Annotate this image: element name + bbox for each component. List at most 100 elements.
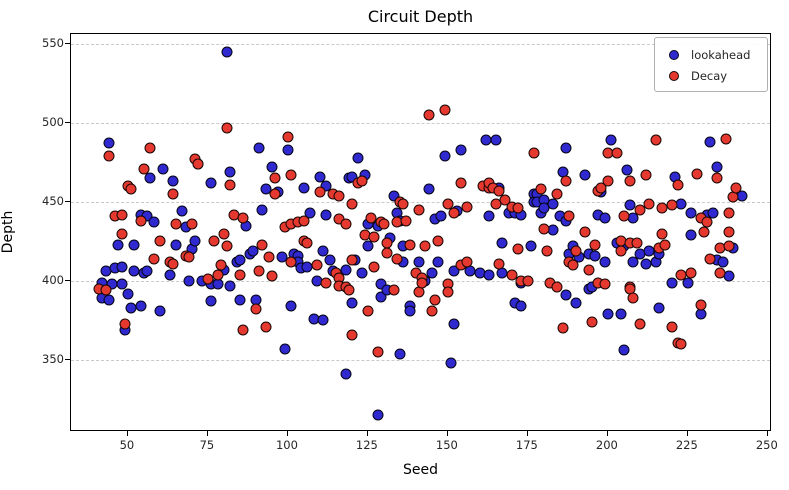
- data-point: [157, 163, 169, 175]
- data-point: [695, 299, 707, 311]
- data-point: [627, 256, 639, 268]
- data-point: [650, 134, 662, 146]
- legend-item: lookahead: [663, 44, 759, 65]
- gridline: [71, 201, 770, 203]
- data-point: [404, 305, 415, 317]
- data-point: [170, 239, 182, 251]
- data-point: [368, 231, 380, 243]
- data-point: [301, 237, 313, 249]
- data-point: [439, 150, 451, 162]
- data-point: [685, 229, 697, 241]
- data-point: [528, 147, 540, 159]
- data-point: [378, 218, 390, 230]
- y-axis-label: Depth: [0, 210, 16, 254]
- data-point: [320, 209, 332, 221]
- data-point: [167, 188, 179, 200]
- x-tick-label: 50: [119, 438, 135, 452]
- x-tick-label: 225: [675, 438, 698, 452]
- data-point: [432, 256, 444, 268]
- data-point: [148, 253, 160, 265]
- data-point: [394, 348, 406, 360]
- data-point: [125, 183, 137, 195]
- data-point: [490, 134, 502, 146]
- data-point: [624, 175, 636, 187]
- gridline: [71, 43, 770, 45]
- data-point: [631, 237, 643, 249]
- data-point: [711, 172, 723, 184]
- data-point: [250, 303, 262, 315]
- x-tick-label: 250: [755, 438, 778, 452]
- data-point: [144, 172, 156, 184]
- data-point: [346, 297, 358, 309]
- y-tick-label: 450: [42, 193, 64, 208]
- data-point: [148, 216, 160, 228]
- x-tick-label: 175: [515, 438, 538, 452]
- data-point: [256, 204, 268, 216]
- data-point: [282, 144, 294, 156]
- data-point: [237, 324, 249, 336]
- data-point: [154, 235, 166, 247]
- data-point: [432, 235, 444, 247]
- data-point: [602, 175, 614, 187]
- data-point: [119, 318, 131, 330]
- data-point: [541, 245, 553, 257]
- data-point: [320, 180, 332, 192]
- data-point: [122, 288, 134, 300]
- data-point: [442, 198, 454, 210]
- data-point: [362, 305, 374, 317]
- data-point: [260, 321, 272, 333]
- data-point: [615, 245, 627, 257]
- data-point: [314, 171, 326, 183]
- data-point: [333, 190, 345, 202]
- data-point: [448, 207, 460, 219]
- data-point: [135, 215, 147, 227]
- data-point: [144, 142, 156, 154]
- data-point: [183, 275, 195, 287]
- gridline: [71, 359, 770, 361]
- data-point: [208, 235, 220, 247]
- data-point: [538, 223, 550, 235]
- data-point: [205, 295, 217, 307]
- y-tick-mark: [65, 358, 70, 360]
- data-point: [442, 286, 454, 298]
- data-point: [368, 261, 380, 273]
- data-point: [656, 228, 668, 240]
- data-point: [269, 188, 281, 200]
- x-tick-mark: [366, 431, 368, 436]
- chart-title: Circuit Depth: [367, 7, 474, 26]
- data-point: [164, 269, 176, 281]
- data-point: [557, 322, 569, 334]
- data-point: [189, 235, 201, 247]
- data-point: [256, 239, 268, 251]
- data-point: [205, 177, 217, 189]
- data-point: [391, 253, 403, 265]
- gridline: [71, 122, 770, 124]
- data-point: [234, 254, 246, 266]
- data-point: [547, 224, 559, 236]
- data-point: [253, 265, 265, 277]
- data-point: [506, 269, 518, 281]
- data-point: [346, 198, 358, 210]
- data-point: [221, 122, 233, 134]
- legend: lookahead Decay: [654, 37, 768, 92]
- legend-marker-icon: [669, 70, 679, 81]
- data-point: [723, 270, 735, 282]
- data-point: [128, 239, 140, 251]
- data-point: [595, 182, 607, 194]
- data-point: [455, 144, 467, 156]
- data-point: [311, 259, 323, 271]
- data-point: [707, 207, 719, 219]
- legend-item: Decay: [663, 65, 759, 86]
- x-tick-label: 75: [199, 438, 215, 452]
- data-point: [356, 175, 367, 187]
- data-point: [483, 210, 495, 222]
- data-point: [666, 321, 678, 333]
- data-point: [202, 273, 214, 285]
- data-point: [691, 168, 703, 179]
- data-point: [314, 186, 326, 198]
- x-tick-mark: [126, 431, 128, 436]
- data-point: [304, 207, 316, 219]
- data-point: [285, 256, 297, 268]
- data-point: [317, 314, 329, 326]
- data-point: [298, 182, 310, 194]
